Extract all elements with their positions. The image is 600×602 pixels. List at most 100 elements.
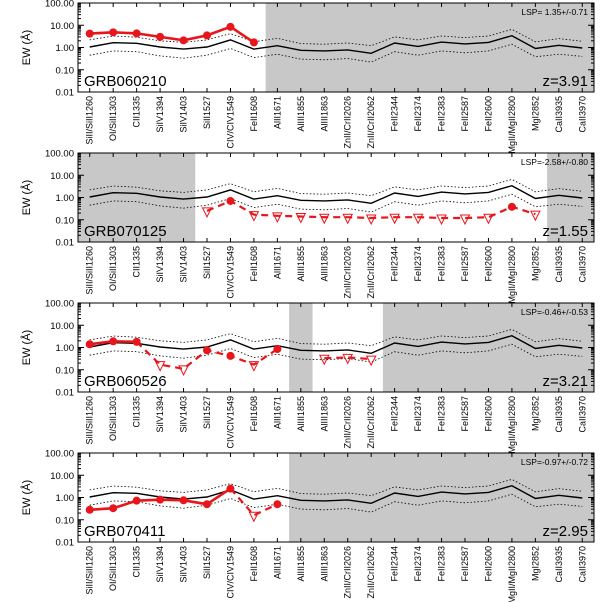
xtick-label: FeII2587 [460,546,470,582]
shaded-region [289,303,313,392]
xtick-label: CIV/CIV1549 [225,396,235,449]
xtick-label: CIV/CIV1549 [225,546,235,599]
xtick-label: SiIV1394 [155,396,165,433]
lsp-label: LSP=-0.97+/-0.72 [521,457,588,467]
xtick-label: FeII2383 [437,546,447,582]
detection-point [273,500,282,509]
detection-point [132,337,141,346]
ytick-label: 0.10 [56,515,75,526]
xtick-label: MgI2852 [530,246,540,281]
xtick-label: MgI2852 [530,396,540,431]
xtick-label: ZnII/CrII2062 [366,246,376,299]
xtick-label: FeII2600 [483,246,493,282]
xtick-label: SiIV1403 [179,246,189,283]
template-line [89,184,583,205]
redshift-label: z=1.55 [543,223,588,240]
detection-point [226,22,235,31]
upper-limit-marker [412,213,424,225]
xtick-label: OI/SiII1303 [108,246,118,291]
xtick-label: SiII/SiII1260 [85,246,95,295]
xtick-label: FeII2587 [460,96,470,132]
upper-limit-marker [389,213,400,225]
xtick-label: CaII3970 [577,396,587,433]
xtick-label: ZnII/CrII2026 [343,546,353,599]
detection-point [109,504,118,513]
xtick-label: FeII1608 [249,246,259,282]
detection-point [85,29,94,38]
grb-label: GRB060526 [84,373,167,390]
upper-limit-marker [318,213,330,225]
template-line [89,484,583,505]
xtick-label: CIV/CIV1549 [225,246,235,299]
ytick-label: 0.01 [56,238,75,249]
lsp-label: LSP=-0.46+/-0.53 [521,307,588,317]
upper-limit-marker [272,212,283,223]
ytick-label: 1.00 [56,343,75,354]
detection-point [226,196,235,205]
ytick-label: 0.01 [56,388,75,399]
xtick-label: MgII/MgII2800 [507,396,517,454]
redshift-label: z=2.95 [543,523,588,540]
upper-limit-marker [295,212,307,224]
ytick-label: 10.00 [50,171,74,182]
xtick-label: AlIII1863 [319,96,329,132]
grb-label: GRB070411 [84,523,165,540]
upper-limit-marker [459,214,471,226]
xtick-label: FeII1608 [249,396,259,432]
upper-limit-marker [365,355,377,367]
xtick-label: FeII2374 [413,246,423,282]
xtick-label: AlIII1855 [296,246,306,282]
xtick-label: AlIII1863 [319,396,329,432]
upper-limit-marker [201,207,213,219]
xtick-label: CII1335 [132,246,142,278]
detection-point [132,29,141,38]
detection-point [203,346,211,355]
shaded-region [78,153,196,242]
upper-limit-marker [154,361,166,372]
upper-limit-marker [248,211,260,222]
detection-point [85,505,94,514]
xtick-label: CII1335 [132,546,142,578]
xtick-label: CaII3935 [554,96,564,133]
ytick-label: 0.10 [56,215,75,226]
upper-limit-marker [318,354,330,366]
observed-dashed-line [206,199,536,220]
grb-label: GRB060210 [84,73,167,90]
xtick-label: ZnII/CrII2062 [366,96,376,149]
xtick-label: ZnII/CrII2062 [366,396,376,449]
ytick-label: 1.00 [56,493,75,504]
upper-limit-marker [248,361,260,372]
detection-point [156,32,165,41]
xtick-label: SiIV1403 [179,546,189,583]
xtick-label: FeII2383 [437,396,447,432]
ytick-label: 10.00 [50,321,74,332]
xtick-label: FeII2600 [483,96,493,132]
xtick-label: SiII/SiII1260 [85,96,95,145]
detection-point [249,38,258,47]
observed-dashed-line [324,356,372,361]
template-line [89,334,583,355]
xtick-label: SiIV1403 [179,96,189,133]
detection-point [109,337,118,346]
xtick-label: ZnII/CrII2026 [343,396,353,449]
ytick-label: 100.00 [45,0,74,10]
xtick-label: SiIV1403 [179,396,189,433]
upper-limit-marker [483,213,494,225]
ytick-label: 10.00 [50,21,74,32]
upper-limit-marker [178,365,189,376]
shaded-region [382,303,594,392]
xtick-label: SiII1527 [202,396,212,429]
xtick-label: CaII3970 [577,246,587,283]
xtick-label: OI/SiII1303 [108,396,118,441]
panel-grb060210: 100.00 10.00 1.00 0.10 0.01 SiII/SiII1260 OI/S… [20,0,595,154]
lsp-label: LSP=-2.58+/-0.80 [521,157,588,167]
detection-point [507,202,516,211]
xtick-label: OI/SiII1303 [108,96,118,141]
xtick-label: AlIII1855 [296,96,306,132]
template-upper-line [89,178,583,197]
shaded-region [547,153,594,242]
grb-label: GRB070125 [84,223,167,240]
xtick-label: SiIV1394 [155,246,165,283]
detection-point [226,351,235,360]
xtick-label: FeII2374 [413,546,423,582]
